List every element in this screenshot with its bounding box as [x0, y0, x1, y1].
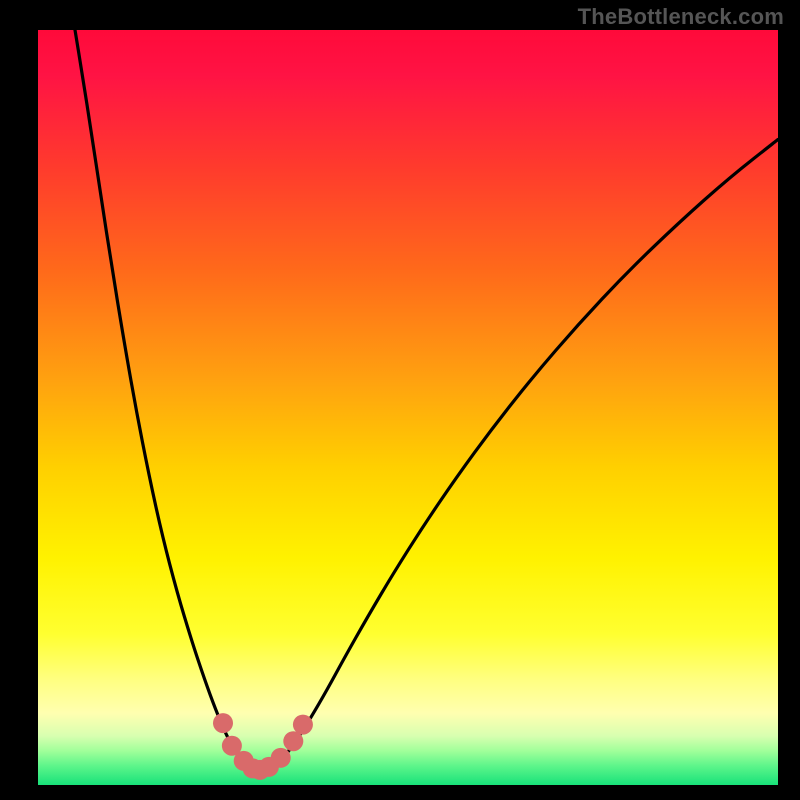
plot-svg	[38, 30, 778, 785]
plot-area	[38, 30, 778, 785]
trough-marker	[271, 748, 291, 768]
gradient-background	[38, 30, 778, 785]
trough-marker	[213, 713, 233, 733]
chart-canvas: TheBottleneck.com	[0, 0, 800, 800]
trough-marker	[293, 715, 313, 735]
watermark-text: TheBottleneck.com	[578, 4, 784, 30]
